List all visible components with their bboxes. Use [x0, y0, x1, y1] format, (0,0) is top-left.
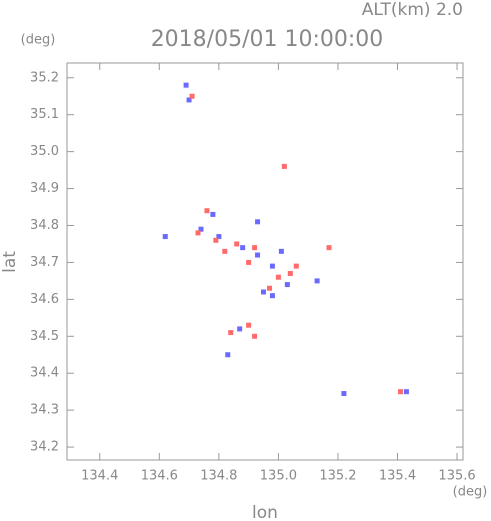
radar-echo [284, 282, 290, 288]
radar-echo [314, 278, 320, 284]
radar-echo [213, 237, 219, 243]
radar-echo [210, 211, 216, 217]
radar-echo [341, 391, 347, 397]
y-tick-label: 34.2 [30, 440, 59, 455]
radar-echo [237, 326, 243, 332]
radar-echo [255, 219, 261, 225]
y-tick-label: 34.3 [30, 403, 59, 418]
radar-echo [261, 289, 267, 295]
radar-echo [183, 82, 189, 88]
radar-echo [225, 352, 231, 358]
y-tick-label: 34.5 [30, 329, 59, 344]
x-tick-label: 135.0 [260, 469, 297, 484]
radar-echo [246, 322, 252, 328]
radar-echo [162, 234, 168, 240]
radar-echo [278, 248, 284, 254]
x-axis-label: lon [252, 503, 278, 521]
x-tick-label: 135.4 [379, 469, 416, 484]
radar-echo [228, 330, 234, 336]
radar-echo [255, 252, 261, 258]
y-tick-label: 34.9 [30, 181, 59, 196]
radar-echo [234, 241, 240, 247]
y-tick-label: 34.6 [30, 292, 59, 307]
radar-echo [275, 274, 281, 280]
chart-title: 2018/05/01 10:00:00 [151, 27, 384, 52]
radar-echo [266, 285, 272, 291]
altitude: ALT(km) 2.0 [362, 0, 463, 20]
y-axis-label: lat [0, 251, 20, 273]
radar-echo [269, 263, 275, 269]
radar-echo [222, 248, 228, 254]
y-tick-label: 35.1 [30, 107, 59, 122]
radar-echo [326, 245, 332, 251]
y-tick-label: 34.7 [30, 255, 59, 270]
y-tick-label: 35.2 [30, 70, 59, 85]
radar-echo [293, 263, 299, 269]
radar-echo [195, 230, 201, 236]
y-tick-label: 35.0 [30, 144, 59, 159]
x-tick-label: 134.4 [81, 469, 118, 484]
plot-frame [66, 62, 464, 461]
radar-echo [216, 234, 222, 240]
radar-echo [287, 271, 293, 277]
radar-echo [246, 259, 252, 265]
x-tick-label: 134.6 [141, 469, 178, 484]
radar-echo [269, 293, 275, 299]
radar-echo [252, 333, 258, 339]
x-tick-label: 134.8 [200, 469, 237, 484]
radar-echo [240, 245, 246, 251]
radar-echo [189, 93, 195, 99]
radar-echo [198, 226, 204, 232]
radar-echo [281, 163, 287, 169]
radar-echo [403, 389, 409, 395]
radar-echo [397, 389, 403, 395]
y-unit: (deg) [21, 33, 56, 48]
x-tick-label: 135.2 [319, 469, 356, 484]
x-tick-label: 135.6 [438, 469, 475, 484]
radar-echo [186, 97, 192, 103]
y-tick-label: 34.8 [30, 218, 59, 233]
x-unit: (deg) [453, 485, 488, 500]
radar-echo [204, 208, 210, 214]
y-tick-label: 34.4 [30, 366, 59, 381]
radar-echo [252, 245, 258, 251]
